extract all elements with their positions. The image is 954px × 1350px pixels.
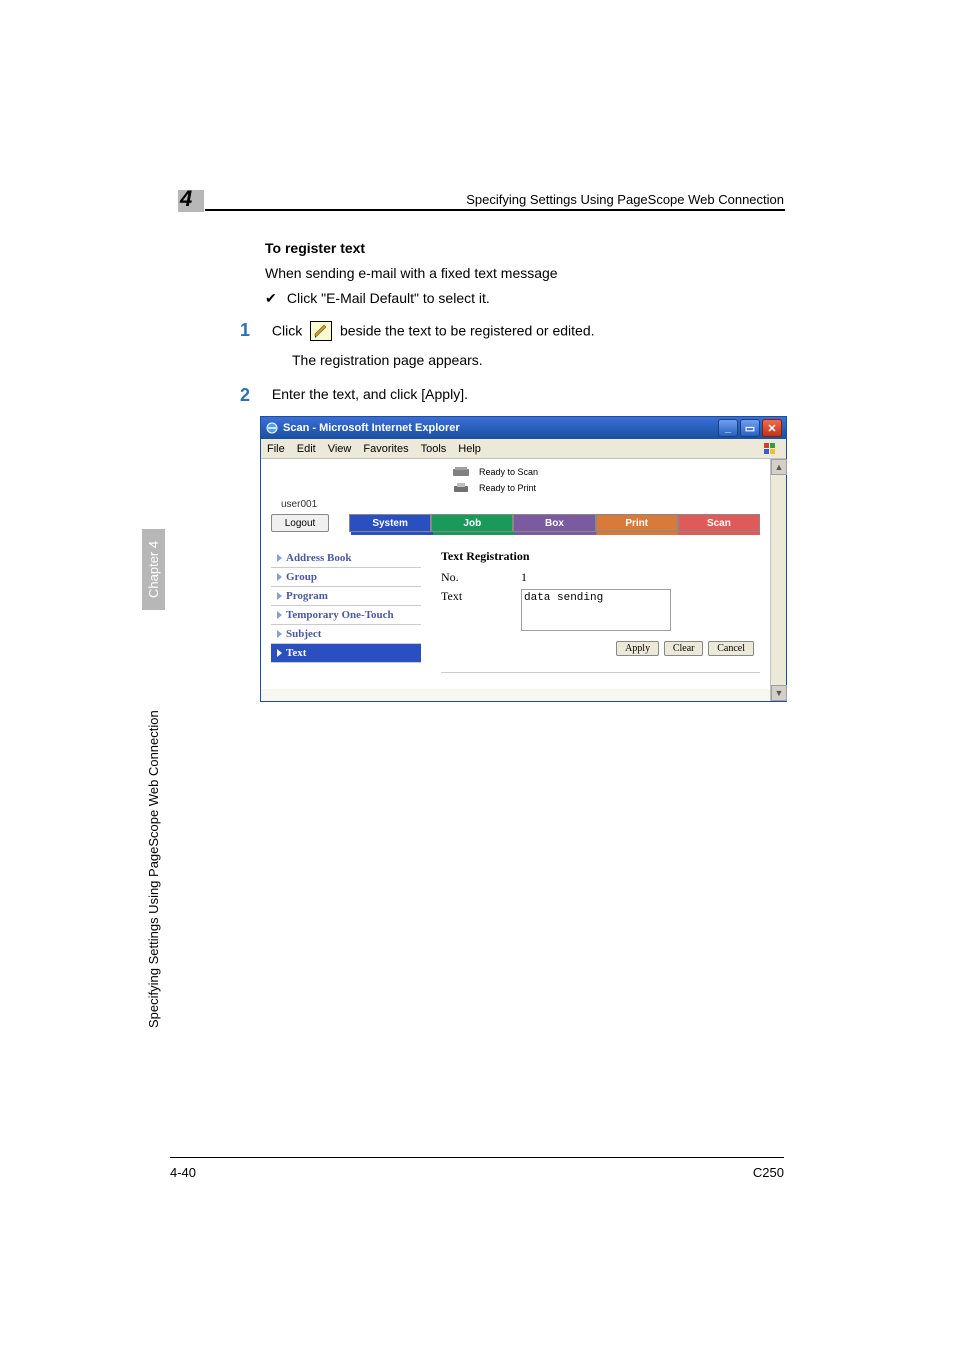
- ie-icon: [265, 421, 279, 435]
- button-row: Apply Clear Cancel: [441, 641, 760, 656]
- sidebar-label: Text: [286, 647, 306, 659]
- step-2-number: 2: [240, 385, 268, 406]
- sidebar-item-group[interactable]: Group: [271, 568, 421, 587]
- step-1-sub: The registration page appears.: [292, 352, 483, 368]
- apply-button[interactable]: Apply: [616, 641, 659, 656]
- step-1: 1 Click beside the text to be registered…: [240, 320, 595, 341]
- minimize-button[interactable]: _: [718, 419, 738, 437]
- sidebar-item-address-book[interactable]: Address Book: [271, 549, 421, 568]
- vertical-scrollbar[interactable]: ▲ ▼: [770, 459, 786, 701]
- tab-job[interactable]: Job: [431, 514, 513, 532]
- close-button[interactable]: ✕: [762, 419, 782, 437]
- sidebar-item-text[interactable]: Text: [271, 644, 421, 663]
- step-1-number: 1: [240, 320, 268, 341]
- cancel-button[interactable]: Cancel: [708, 641, 754, 656]
- chevron-right-icon: [277, 611, 282, 619]
- model-number: C250: [753, 1165, 784, 1180]
- menu-favorites[interactable]: Favorites: [363, 443, 408, 455]
- sidebar-label: Temporary One-Touch: [286, 609, 394, 621]
- content-title: Text Registration: [441, 549, 760, 564]
- bullet-line: ✔ Click "E-Mail Default" to select it.: [265, 290, 490, 307]
- step-1-text-a: Click: [272, 323, 302, 339]
- running-head: Specifying Settings Using PageScope Web …: [466, 192, 784, 207]
- status-row-1: Ready to Scan: [271, 465, 760, 479]
- chevron-right-icon: [277, 554, 282, 562]
- section-heading: To register text: [265, 240, 365, 256]
- scroll-down-icon[interactable]: ▼: [771, 685, 787, 701]
- logout-button[interactable]: Logout: [271, 514, 329, 532]
- sidebar-label: Program: [286, 590, 328, 602]
- menu-help[interactable]: Help: [458, 443, 481, 455]
- step-2-text: Enter the text, and click [Apply].: [272, 386, 468, 402]
- row-no: No. 1: [441, 570, 760, 585]
- text-input[interactable]: [521, 589, 671, 631]
- value-no: 1: [521, 570, 527, 585]
- scanner-icon: [451, 465, 473, 479]
- window-title: Scan - Microsoft Internet Explorer: [283, 422, 716, 434]
- menu-view[interactable]: View: [328, 443, 352, 455]
- menu-edit[interactable]: Edit: [297, 443, 316, 455]
- screenshot-window: Scan - Microsoft Internet Explorer _ ▭ ✕…: [260, 416, 787, 702]
- chevron-right-icon: [277, 573, 282, 581]
- maximize-button[interactable]: ▭: [740, 419, 760, 437]
- sidebar-item-subject[interactable]: Subject: [271, 625, 421, 644]
- menu-bar: File Edit View Favorites Tools Help: [261, 439, 786, 459]
- tab-box[interactable]: Box: [513, 514, 595, 532]
- edit-icon: [310, 321, 332, 341]
- step-1-text-b: beside the text to be registered or edit…: [340, 323, 595, 339]
- intro-text: When sending e-mail with a fixed text me…: [265, 265, 558, 281]
- menu-tools[interactable]: Tools: [421, 443, 447, 455]
- tab-scan[interactable]: Scan: [678, 514, 760, 532]
- row-text: Text: [441, 589, 760, 631]
- clear-button[interactable]: Clear: [664, 641, 704, 656]
- page-number: 4-40: [170, 1165, 196, 1180]
- chevron-right-icon: [277, 649, 282, 657]
- chapter-marker: 4: [178, 190, 204, 212]
- tab-print[interactable]: Print: [596, 514, 678, 532]
- content-pane: Text Registration No. 1 Text Apply Clear: [421, 549, 760, 673]
- chevron-right-icon: [277, 630, 282, 638]
- status-row-2: Ready to Print: [271, 481, 760, 495]
- footer-rule: [170, 1157, 784, 1158]
- menu-file[interactable]: File: [267, 443, 285, 455]
- step-2: 2 Enter the text, and click [Apply].: [240, 385, 468, 406]
- chevron-right-icon: [277, 592, 282, 600]
- label-text: Text: [441, 589, 521, 604]
- logged-user: user001: [281, 499, 760, 510]
- content-divider: [441, 672, 760, 673]
- sidebar-item-temp-one-touch[interactable]: Temporary One-Touch: [271, 606, 421, 625]
- side-chapter-tab: Chapter 4: [142, 529, 165, 610]
- tab-underline: [351, 532, 760, 535]
- tab-system[interactable]: System: [349, 514, 431, 532]
- windows-flag-icon: [762, 441, 780, 457]
- side-section-label: Specifying Settings Using PageScope Web …: [142, 710, 165, 1028]
- chapter-number: 4: [180, 186, 192, 212]
- check-icon: ✔: [265, 290, 283, 307]
- bullet-text: Click "E-Mail Default" to select it.: [287, 290, 490, 306]
- status-print-text: Ready to Print: [479, 483, 536, 493]
- sidebar-label: Group: [286, 571, 317, 583]
- sidebar-item-program[interactable]: Program: [271, 587, 421, 606]
- browser-viewport: ▲ ▼ Ready to Scan Ready to Print user001: [261, 459, 786, 701]
- sidebar-label: Address Book: [286, 552, 352, 564]
- label-no: No.: [441, 570, 521, 585]
- window-titlebar: Scan - Microsoft Internet Explorer _ ▭ ✕: [261, 417, 786, 439]
- printer-icon: [451, 481, 473, 495]
- side-nav: Address Book Group Program Temporary One…: [271, 549, 421, 673]
- sidebar-label: Subject: [286, 628, 321, 640]
- scroll-up-icon[interactable]: ▲: [771, 459, 787, 475]
- tab-row: Logout System Job Box Print Scan: [271, 514, 760, 532]
- status-scan-text: Ready to Scan: [479, 467, 538, 477]
- header-rule: [205, 209, 785, 211]
